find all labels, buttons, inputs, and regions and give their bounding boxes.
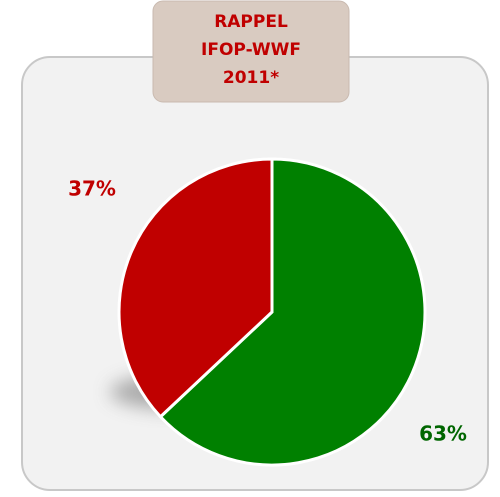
pie-slice — [117, 157, 274, 419]
title-box — [152, 0, 350, 103]
title-line: IFOP-WWF — [201, 40, 301, 60]
data-label: 37% — [68, 177, 116, 201]
title-line: 2011* — [223, 68, 279, 88]
pie — [117, 157, 427, 467]
pie-slice — [158, 157, 427, 467]
data-label: 63% — [419, 422, 467, 446]
title-line: RAPPEL — [214, 12, 288, 32]
